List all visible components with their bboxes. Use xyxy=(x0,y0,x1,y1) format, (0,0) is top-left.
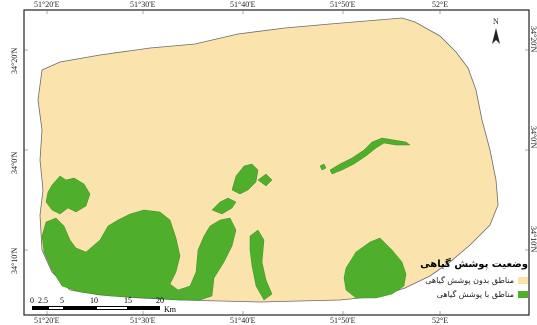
legend: وضعیت پوشش گیاهی مناطق بدون پوشش گیاهی م… xyxy=(400,259,528,304)
scale-tick: 20 xyxy=(156,296,164,305)
vegetation-patch xyxy=(319,163,327,171)
north-letter: N xyxy=(493,17,499,26)
vegetation-patch xyxy=(45,175,91,215)
north-arrow-icon xyxy=(492,28,500,44)
lon-label-top: 51°30'E xyxy=(130,0,156,9)
lat-label-left: 34°10'N xyxy=(10,247,19,274)
vegetation-areas xyxy=(41,137,411,301)
scale-unit: Km xyxy=(164,305,176,314)
lon-label-bottom: 51°30'E xyxy=(130,316,156,325)
scale-segment xyxy=(48,306,64,310)
vegetation-patch xyxy=(257,173,273,187)
scale-bar: 0 2.5 5 10 15 20 Km xyxy=(30,296,176,314)
scale-tick: 15 xyxy=(124,296,132,305)
lon-label-top: 51°40'E xyxy=(230,0,256,9)
legend-item-no-vegetation: مناطق بدون پوشش گیاهی xyxy=(400,276,528,285)
lat-label-left: 34°0'N xyxy=(10,151,19,174)
lon-label-top: 52°E xyxy=(432,0,449,9)
scale-segment xyxy=(96,306,128,310)
vegetation-stream xyxy=(329,137,411,175)
lat-label-left: 34°20'N xyxy=(10,47,19,74)
lat-label-right: 34°20'N xyxy=(529,26,537,53)
legend-swatch xyxy=(518,291,528,298)
scale-tick: 0 xyxy=(30,296,34,305)
scale-tick: 5 xyxy=(60,296,64,305)
legend-title: وضعیت پوشش گیاهی xyxy=(420,259,528,270)
scale-tick: 2.5 xyxy=(38,296,48,305)
lat-label-right: 34°10'N xyxy=(529,226,537,253)
vegetation-patch xyxy=(231,163,259,195)
vegetation-patch xyxy=(211,197,237,215)
lon-label-bottom: 51°40'E xyxy=(230,316,256,325)
lon-label-bottom: 51°50'E xyxy=(330,316,356,325)
vegetation-patch xyxy=(249,229,273,301)
lat-label-right: 34°0'N xyxy=(529,126,537,149)
legend-label: مناطق با پوشش گیاهی xyxy=(436,290,514,299)
scale-segment xyxy=(64,306,96,310)
scale-tick: 10 xyxy=(90,296,98,305)
lon-label-bottom: 52°E xyxy=(432,316,449,325)
lon-label-top: 51°20'E xyxy=(34,0,60,9)
scale-segment xyxy=(128,306,160,310)
lon-label-bottom: 51°20'E xyxy=(34,316,60,325)
legend-item-vegetation: مناطق با پوشش گیاهی xyxy=(400,290,528,299)
legend-label: مناطق بدون پوشش گیاهی xyxy=(425,276,514,285)
vegetation-patch xyxy=(41,209,237,301)
vegetation-patch xyxy=(343,237,407,299)
scale-segment xyxy=(32,306,48,310)
lon-label-top: 51°50'E xyxy=(330,0,356,9)
legend-swatch xyxy=(518,277,528,284)
graticule xyxy=(24,10,529,315)
